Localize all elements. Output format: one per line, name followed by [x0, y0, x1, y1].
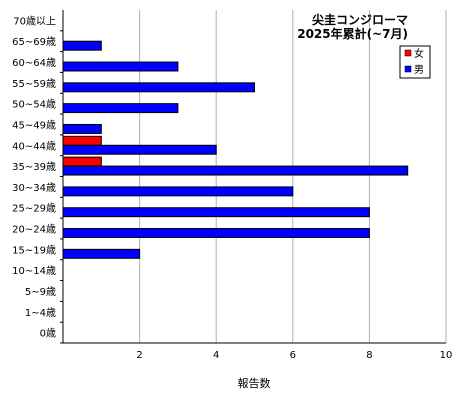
y-tick-label: 15~19歳: [12, 244, 56, 256]
y-tick-label: 40~44歳: [12, 140, 56, 152]
chart-subtitle: 2025年累計(~7月): [297, 26, 408, 41]
y-tick-label: 45~49歳: [12, 119, 56, 131]
y-tick-label: 25~29歳: [12, 203, 56, 215]
y-tick-label: 10~14歳: [12, 265, 56, 277]
legend-swatch-female: [404, 49, 412, 57]
y-tick-label: 70歳以上: [13, 15, 56, 27]
x-tick-label: 2: [136, 350, 142, 361]
y-tick-label: 1~4歳: [25, 307, 56, 319]
bar-male: [62, 207, 370, 218]
y-tick-label: 20~24歳: [12, 224, 56, 236]
bar-male: [62, 144, 217, 155]
bar-female: [62, 156, 102, 167]
x-axis-label: 報告数: [238, 377, 271, 390]
bar-male: [62, 165, 409, 176]
x-tick-label: 10: [440, 350, 453, 361]
x-tick-labels: 2 4 6 8 10: [136, 350, 452, 361]
y-tick-label: 35~39歳: [12, 161, 56, 173]
y-tick-label: 5~9歳: [25, 286, 56, 298]
x-tick-label: 8: [366, 350, 372, 361]
bar-male: [62, 186, 294, 197]
bar-male: [62, 82, 255, 93]
bar-male: [62, 123, 102, 134]
legend-label-female: 女: [414, 47, 424, 60]
bar-male: [62, 40, 102, 51]
y-tick-label: 60~64歳: [12, 57, 56, 69]
legend-swatch-male: [404, 65, 412, 73]
y-tick-label: 55~59歳: [12, 78, 56, 90]
grid-lines: [139, 10, 447, 343]
bars: [62, 40, 409, 259]
x-tick-label: 4: [213, 350, 219, 361]
bar-male: [62, 228, 370, 238]
y-tick-label: 50~54歳: [12, 99, 56, 111]
y-tick-label: 65~69歳: [12, 36, 56, 48]
legend-label-male: 男: [414, 64, 424, 76]
bar-male: [62, 248, 141, 259]
bar-male: [62, 61, 179, 72]
legend: 女 男: [399, 45, 431, 79]
bar-female: [62, 135, 102, 146]
category-labels: 70歳以上 65~69歳 60~64歳 55~59歳 50~54歳 45~49歳 40~44…: [12, 15, 56, 339]
chart-title: 尖圭コンジローマ: [312, 12, 408, 27]
y-tick-label: 0歳: [40, 328, 56, 340]
x-tick-label: 6: [290, 350, 296, 361]
axes: [60, 10, 446, 344]
y-tick-label: 30~34歳: [12, 182, 56, 194]
bar-male: [62, 103, 179, 114]
